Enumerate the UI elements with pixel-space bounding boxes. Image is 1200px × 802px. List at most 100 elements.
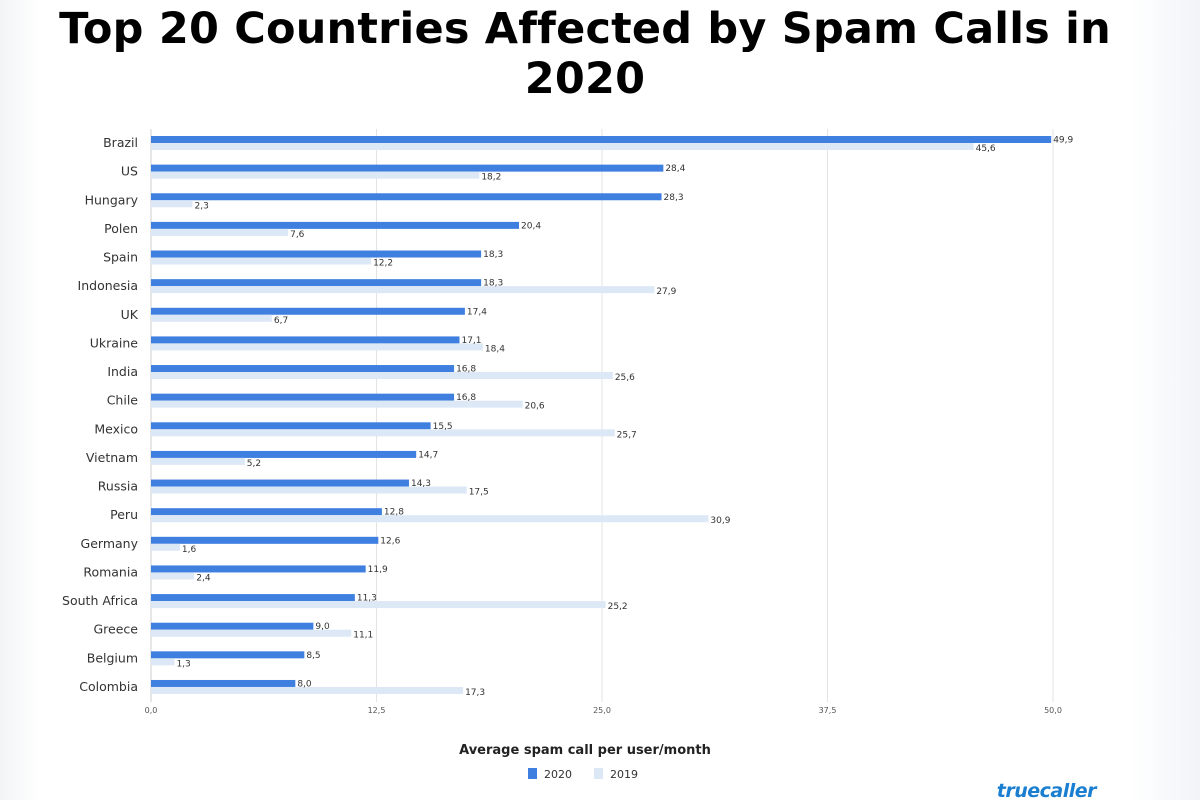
data-label-2020: 8,0: [297, 679, 312, 689]
bar-2019: [151, 572, 195, 580]
background-edge: [1130, 0, 1200, 800]
legend-label: 2020: [544, 768, 572, 781]
category-label: Chile: [107, 393, 139, 408]
data-label-2020: 14,3: [411, 479, 431, 489]
bar-2020: [151, 565, 366, 573]
x-tick-label: 37,5: [819, 706, 837, 715]
data-label-2020: 18,3: [483, 279, 503, 289]
x-tick-label: 50,0: [1044, 706, 1062, 715]
category-label: Russia: [98, 479, 138, 494]
category-label: US: [121, 164, 138, 179]
bar-2020: [151, 193, 662, 201]
background-edge: [0, 0, 40, 800]
bar-2019: [151, 143, 974, 150]
category-label: Mexico: [94, 421, 138, 436]
data-label-2019: 6,7: [274, 316, 288, 326]
data-label-2019: 25,7: [617, 430, 637, 440]
bar-2020: [151, 622, 314, 630]
category-label: Peru: [110, 507, 138, 522]
data-label-2019: 25,6: [615, 373, 635, 383]
bar-2019: [151, 486, 467, 494]
bar-2020: [151, 279, 482, 287]
bar-2019: [151, 228, 289, 236]
data-label-2020: 18,3: [483, 250, 503, 260]
data-label-2020: 28,4: [665, 164, 685, 174]
data-label-2019: 7,6: [290, 230, 305, 240]
data-label-2019: 2,3: [194, 201, 208, 211]
category-label: Vietnam: [86, 450, 138, 465]
category-label: Belgium: [87, 650, 138, 665]
bar-2019: [151, 314, 272, 322]
bar-2020: [151, 536, 379, 544]
bar-2020: [151, 307, 465, 315]
bar-2020: [151, 136, 1052, 143]
category-label: Brazil: [103, 135, 138, 150]
data-label-2019: 30,9: [710, 516, 730, 526]
x-tick-label: 0,0: [145, 706, 158, 715]
data-label-2019: 17,3: [465, 688, 485, 698]
bar-2019: [151, 343, 483, 351]
data-label-2020: 28,3: [664, 193, 684, 203]
bar-2020: [151, 508, 382, 516]
data-label-2020: 16,8: [456, 393, 476, 403]
legend-item-2020: 2020: [528, 768, 572, 781]
data-label-2020: 8,5: [306, 651, 320, 661]
bar-2019: [151, 171, 480, 179]
x-tick-label: 25,0: [593, 706, 611, 715]
data-label-2020: 12,6: [380, 536, 400, 546]
data-label-2020: 9,0: [315, 622, 330, 632]
bar-2019: [151, 658, 175, 666]
data-label-2019: 11,1: [353, 631, 373, 641]
data-label-2019: 2,4: [196, 573, 211, 583]
category-label: Colombia: [79, 679, 138, 694]
bar-2020: [151, 651, 305, 659]
chart-title: Top 20 Countries Affected by Spam Calls …: [59, 4, 1111, 104]
bar-2020: [151, 679, 296, 687]
bar-2019: [151, 515, 709, 523]
bar-2019: [151, 686, 464, 694]
category-label: Romania: [83, 564, 138, 579]
category-label: Ukraine: [90, 335, 139, 350]
bar-2019: [151, 286, 655, 294]
data-label-2019: 1,3: [176, 659, 190, 669]
bar-2020: [151, 164, 664, 172]
bar-2019: [151, 543, 180, 551]
legend-item-2019: 2019: [594, 768, 638, 781]
bar-2020: [151, 365, 455, 373]
legend: 2020 2019: [528, 768, 638, 781]
category-label: India: [107, 364, 138, 379]
category-label: Polen: [104, 221, 138, 236]
data-label-2020: 12,8: [384, 508, 404, 518]
bar-2019: [151, 400, 523, 408]
data-label-2020: 11,9: [368, 565, 388, 575]
data-label-2020: 20,4: [521, 221, 541, 231]
bar-2020: [151, 422, 431, 430]
data-label-2019: 45,6: [976, 144, 996, 154]
data-label-2019: 12,2: [373, 259, 393, 269]
data-label-2019: 1,6: [182, 545, 197, 555]
category-label: Spain: [103, 250, 138, 265]
bar-2020: [151, 594, 355, 602]
x-tick-label: 12,5: [368, 706, 386, 715]
data-label-2020: 17,1: [461, 336, 481, 346]
data-label-2019: 25,2: [608, 602, 628, 612]
data-label-2019: 18,2: [481, 173, 501, 183]
bar-2019: [151, 372, 613, 380]
data-label-2019: 5,2: [247, 459, 261, 469]
category-label: Hungary: [85, 192, 139, 207]
data-label-2020: 15,5: [433, 422, 453, 432]
data-label-2019: 20,6: [525, 402, 545, 412]
bar-2019: [151, 257, 372, 265]
bar-2020: [151, 393, 455, 401]
bar-2019: [151, 200, 193, 208]
data-label-2020: 17,4: [467, 307, 487, 317]
data-label-2019: 27,9: [656, 287, 676, 297]
legend-label: 2019: [610, 768, 638, 781]
bar-2020: [151, 250, 482, 258]
data-label-2019: 17,5: [469, 488, 489, 498]
data-label-2020: 11,3: [357, 594, 377, 604]
category-label: Greece: [94, 622, 139, 637]
bar-2019: [151, 457, 245, 465]
category-label: Indonesia: [78, 278, 138, 293]
